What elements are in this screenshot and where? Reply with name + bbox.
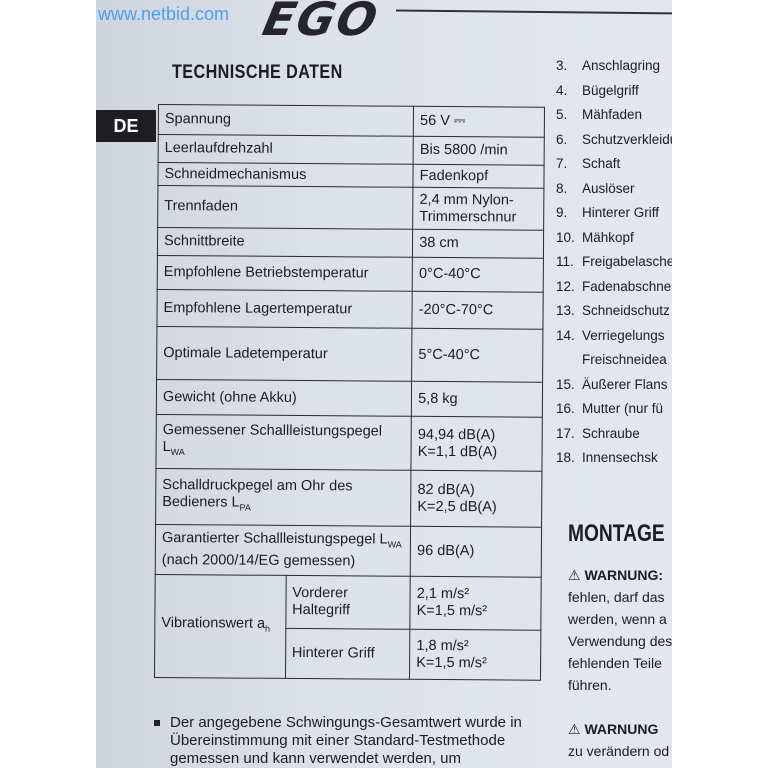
montage-heading: MONTAGE (568, 520, 665, 547)
parts-list-item: 10. Mähkopf (556, 229, 634, 245)
spec-value: Fadenkopf (413, 164, 545, 189)
spec-value: 96 dB(A) (410, 526, 542, 578)
spec-label: Schnittbreite (157, 227, 413, 258)
parts-list-item: Freischneidea (582, 352, 667, 367)
parts-list-item: 8. Auslöser (556, 180, 635, 196)
warning-text: fehlen, darf das (568, 589, 665, 605)
parts-list-item: 9. Hinterer Griff (556, 205, 660, 220)
vibration-value: 2,1 m/s² K=1,5 m/s² (410, 576, 542, 631)
spec-row: Schneidmechanismus Fadenkopf (157, 162, 545, 189)
spec-value: 2,4 mm Nylon-Trimmerschnur (412, 187, 544, 231)
spec-value: Bis 5800 /min (413, 136, 545, 166)
bullet-icon (154, 720, 160, 727)
spec-value: 5,8 kg (411, 381, 543, 418)
spec-label: Schalldruckpegel am Ohr des Bedieners LP… (155, 468, 412, 527)
spec-value: 0°C-40°C (412, 257, 544, 293)
manual-page: EGO TECHNISCHE DATEN DE Spannung 56 V ⎓ Le… (96, 0, 672, 768)
vibration-position: Hinterer Griff (285, 628, 411, 680)
warning-text: fehlenden Teile (568, 655, 662, 671)
parts-list-item: 15. Äußerer Flans (556, 376, 668, 392)
spec-table: Spannung 56 V ⎓ Leerlaufdrehzahl Bis 5800 /… (154, 104, 545, 681)
spec-row: Schnittbreite 38 cm (157, 227, 544, 259)
watermark: www.netbid.com (98, 4, 230, 24)
vibration-label: Vibrationswert ah (154, 574, 286, 679)
spec-row: Schalldruckpegel am Ohr des Bedieners LP… (155, 468, 542, 528)
spec-row: Gewicht (ohne Akku) 5,8 kg (156, 379, 543, 418)
warning-block-2: ⚠ WARNUNG zu verändern od (568, 718, 669, 762)
spec-value: 38 cm (412, 229, 544, 259)
parts-list-item: 6. Schutzverkleidu (556, 131, 672, 147)
vibration-value: 1,8 m/s² K=1,5 m/s² (409, 629, 541, 681)
spec-label: Leerlaufdrehzahl (158, 134, 414, 165)
warning-text: zu verändern od (568, 743, 670, 759)
language-tab: DE (96, 110, 156, 142)
ego-logo: EGO (258, 0, 385, 46)
spec-label: Empfohlene Betriebstemperatur (157, 255, 413, 292)
parts-list-item: 12. Fadenabschne (556, 278, 672, 294)
parts-list-item: 14. Verriegelungs (556, 327, 665, 343)
spec-row: Trennfaden 2,4 mm Nylon-Trimmerschnur (157, 185, 544, 231)
parts-list: 3. Anschlagring 4. Bügelgriff 5. Mähfaden 6. Sc… (556, 54, 672, 471)
vibration-note: Der angegebene Schwingungs-Gesamtwert wu… (154, 714, 522, 768)
parts-list-item: 4. Bügelgriff (556, 82, 639, 98)
parts-list-item: 18. Innensechsk (556, 450, 658, 465)
spec-label: Gemessener Schallleistungspegel LWA (155, 414, 412, 471)
spec-value: 5°C-40°C (411, 328, 543, 383)
warning-text: werden, wenn a (568, 611, 667, 627)
spec-value: 82 dB(A) K=2,5 dB(A) (410, 470, 542, 528)
parts-list-item: 3. Anschlagring (556, 58, 661, 73)
warning-text: Verwendung des (568, 633, 672, 649)
vibration-row: Vibrationswert ah Vorderer Haltegriff 2,1 … (154, 574, 542, 679)
spec-value: 56 V ⎓ (413, 106, 545, 138)
vibration-position: Vorderer Haltegriff (285, 575, 411, 630)
spec-label: Optimale Ladetemperatur (156, 326, 413, 382)
spec-label: Garantierter Schallleistungspegel LWA (na… (155, 524, 411, 577)
warning-block-1: ⚠ WARNUNG: fehlen, darf das werden, wenn … (568, 564, 672, 696)
note-line: Übereinstimmung mit einer Standard-Testm… (170, 732, 506, 749)
header-rule (395, 9, 672, 15)
spec-row: Spannung 56 V ⎓ (158, 104, 545, 138)
spec-label: Schneidmechanismus (157, 162, 414, 188)
parts-list-item: 17. Schraube (556, 425, 640, 441)
parts-list-item: 16. Mutter (nur fü (556, 401, 664, 416)
page-title: TECHNISCHE DATEN (172, 62, 343, 83)
warning-icon: ⚠ (568, 567, 581, 583)
spec-row: Garantierter Schallleistungspegel LWA (na… (155, 524, 542, 578)
spec-row: Optimale Ladetemperatur 5°C-40°C (156, 326, 543, 383)
spec-label: Trennfaden (157, 185, 414, 230)
spec-value: 94,94 dB(A) K=1,1 dB(A) (411, 416, 543, 472)
spec-row: Leerlaufdrehzahl Bis 5800 /min (158, 134, 545, 166)
spec-row: Empfohlene Betriebstemperatur 0°C-40°C (157, 255, 544, 293)
spec-label: Spannung (158, 104, 414, 137)
note-line: Der angegebene Schwingungs-Gesamtwert wu… (154, 714, 522, 732)
note-line: gemessen und kann verwendet werden, um (170, 750, 462, 767)
spec-label: Empfohlene Lagertemperatur (156, 289, 413, 329)
parts-list-item: 13. Schneidschutz (556, 303, 670, 318)
parts-list-item: 7. Schaft (556, 156, 621, 171)
warning-icon: ⚠ (568, 721, 581, 737)
parts-list-item: 11. Freigabelasche (556, 254, 672, 269)
parts-list-item: 5. Mähfaden (556, 107, 643, 122)
spec-row: Gemessener Schallleistungspegel LWA 94,94 … (155, 414, 543, 472)
spec-value: -20°C-70°C (412, 291, 544, 330)
warning-text: führen. (568, 677, 612, 693)
spec-label: Gewicht (ohne Akku) (156, 379, 412, 417)
spec-row: Empfohlene Lagertemperatur -20°C-70°C (156, 289, 544, 330)
